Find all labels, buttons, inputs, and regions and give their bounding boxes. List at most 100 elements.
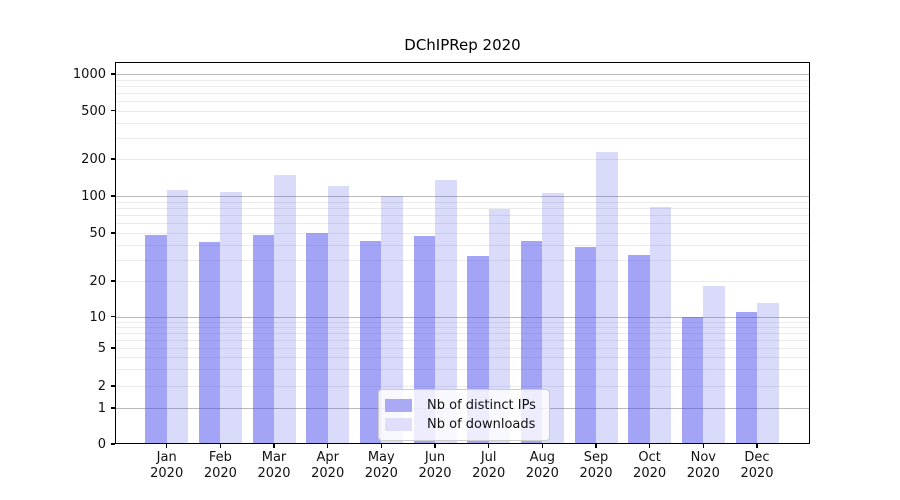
bar-downloads-feb xyxy=(220,192,242,444)
bar-downloads-aug xyxy=(542,192,564,444)
x-tick-mark-dec xyxy=(756,444,758,448)
gridline-2 xyxy=(115,386,810,387)
x-tick-label-nov: Nov 2020 xyxy=(686,450,720,481)
y-tick-mark-1000 xyxy=(110,73,115,75)
x-tick-mark-aug xyxy=(541,444,543,448)
plot-area: Nb of distinct IPs Nb of downloads xyxy=(115,62,810,444)
gridline-80 xyxy=(115,207,810,209)
y-tick-mark-0 xyxy=(110,443,115,445)
bar-downloads-nov xyxy=(703,286,725,444)
x-tick-mark-jul xyxy=(488,444,490,448)
bar-downloads-dec xyxy=(757,303,779,444)
bar-distinct-ips-oct xyxy=(628,254,650,444)
bar-downloads-oct xyxy=(649,207,672,444)
y-tick-mark-500 xyxy=(110,110,115,112)
y-tick-mark-20 xyxy=(110,280,115,282)
x-tick-label-may: May 2020 xyxy=(364,450,398,481)
bar-distinct-ips-dec xyxy=(735,311,757,444)
x-tick-mark-jun xyxy=(434,444,436,448)
x-tick-label-jun: Jun 2020 xyxy=(418,450,452,481)
bar-distinct-ips-nov xyxy=(681,316,704,444)
y-tick-label-20: 20 xyxy=(89,274,106,289)
y-tick-label-500: 500 xyxy=(81,103,106,119)
gridline-20 xyxy=(115,281,810,282)
x-tick-mark-oct xyxy=(648,444,651,448)
x-tick-mark-jan xyxy=(166,444,168,448)
gridline-1000 xyxy=(115,74,810,75)
x-tick-label-oct: Oct 2020 xyxy=(633,450,667,481)
bar-downloads-jan xyxy=(166,189,189,444)
gridline-100 xyxy=(115,196,810,197)
x-tick-label-sep: Sep 2020 xyxy=(579,450,613,481)
gridline-70 xyxy=(115,215,810,216)
gridline-9 xyxy=(115,321,810,323)
y-tick-mark-1 xyxy=(110,407,115,409)
gridline-8 xyxy=(115,326,810,328)
y-tick-label-50: 50 xyxy=(89,226,106,241)
bar-downloads-jul xyxy=(488,208,511,444)
gridline-6 xyxy=(115,339,810,341)
x-tick-mark-nov xyxy=(702,444,704,448)
x-tick-label-jan: Jan 2020 xyxy=(150,450,184,481)
x-tick-mark-feb xyxy=(219,444,222,448)
gridline-900 xyxy=(115,79,810,81)
chart-title: DChIPRep 2020 xyxy=(404,36,521,54)
bar-downloads-sep xyxy=(596,151,618,444)
bar-downloads-jun xyxy=(435,180,457,444)
bar-downloads-may xyxy=(381,196,403,444)
gridline-40 xyxy=(115,244,810,246)
y-tick-label-100: 100 xyxy=(81,189,106,204)
x-tick-label-apr: Apr 2020 xyxy=(311,450,345,481)
gridline-10 xyxy=(115,316,810,318)
legend-label-distinct-ips: Nb of distinct IPs xyxy=(427,398,536,413)
gridline-3 xyxy=(115,369,810,371)
x-tick-label-dec: Dec 2020 xyxy=(740,450,774,481)
legend-swatch-downloads xyxy=(385,418,412,431)
bar-distinct-ips-sep xyxy=(574,247,596,444)
y-tick-mark-10 xyxy=(110,316,115,318)
gridline-50 xyxy=(115,233,810,234)
gridline-500 xyxy=(115,110,810,112)
y-tick-label-10: 10 xyxy=(89,309,106,325)
gridline-300 xyxy=(115,137,810,139)
y-tick-mark-50 xyxy=(110,232,115,234)
y-tick-mark-100 xyxy=(110,195,115,197)
gridline-7 xyxy=(115,332,810,334)
y-tick-label-1: 1 xyxy=(97,401,106,416)
gridline-60 xyxy=(115,223,810,225)
x-tick-mark-mar xyxy=(273,444,275,448)
x-tick-mark-apr xyxy=(327,444,329,448)
bar-downloads-mar xyxy=(274,175,296,444)
bar-distinct-ips-jan xyxy=(145,235,167,444)
gridline-800 xyxy=(115,85,810,87)
gridline-30 xyxy=(115,259,810,261)
gridline-90 xyxy=(115,201,810,203)
gridline-400 xyxy=(115,122,810,124)
legend-swatch-distinct-ips xyxy=(385,399,412,412)
legend-row-downloads: Nb of downloads xyxy=(385,415,541,434)
bar-distinct-ips-apr xyxy=(306,233,328,444)
x-tick-label-aug: Aug 2020 xyxy=(525,450,559,481)
legend: Nb of distinct IPs Nb of downloads xyxy=(378,389,550,441)
y-tick-label-2: 2 xyxy=(97,379,106,394)
gridline-4 xyxy=(115,357,810,359)
gridline-700 xyxy=(115,92,810,94)
x-tick-label-jul: Jul 2020 xyxy=(472,450,506,481)
x-tick-mark-sep xyxy=(595,444,597,448)
gridline-600 xyxy=(115,101,810,102)
legend-row-distinct-ips: Nb of distinct IPs xyxy=(385,396,541,415)
y-tick-label-200: 200 xyxy=(81,152,106,167)
y-tick-mark-5 xyxy=(110,347,115,349)
gridline-5 xyxy=(115,348,810,349)
bar-downloads-apr xyxy=(327,186,350,444)
y-tick-label-5: 5 xyxy=(97,341,106,356)
x-tick-label-feb: Feb 2020 xyxy=(203,450,237,481)
bar-distinct-ips-may xyxy=(359,240,382,444)
y-tick-mark-200 xyxy=(110,158,115,160)
legend-label-downloads: Nb of downloads xyxy=(427,417,536,432)
gridline-200 xyxy=(115,159,810,160)
bar-distinct-ips-feb xyxy=(198,242,221,444)
y-tick-mark-2 xyxy=(110,385,115,387)
y-tick-label-1000: 1000 xyxy=(72,67,106,82)
